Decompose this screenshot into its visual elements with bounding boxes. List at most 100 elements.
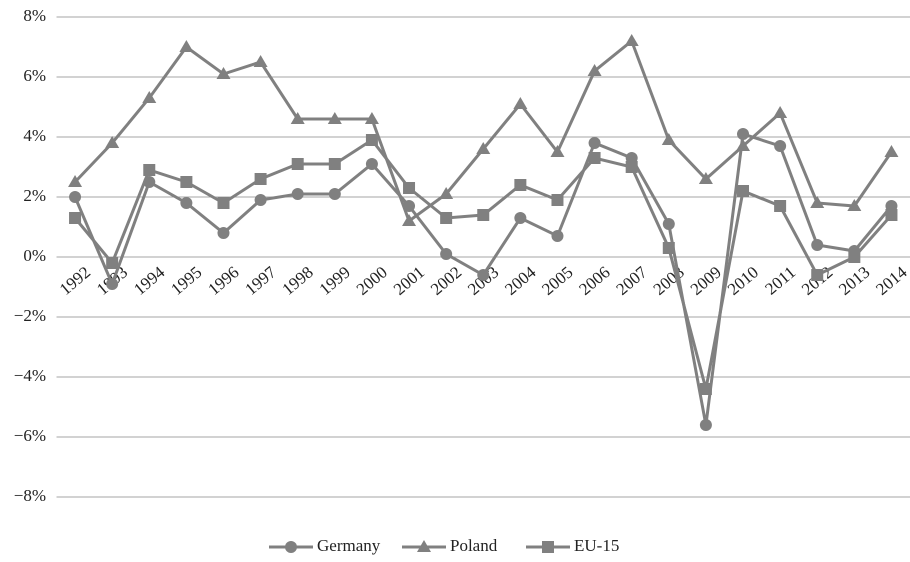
- data-point: [885, 209, 898, 221]
- y-tick-label: 2%: [23, 186, 46, 205]
- data-point: [217, 197, 230, 209]
- data-point: [699, 383, 712, 395]
- legend-item: EU-15: [526, 536, 619, 555]
- data-point: [180, 176, 193, 188]
- x-tick-label: 2014: [872, 262, 910, 299]
- data-point: [699, 419, 712, 431]
- y-tick-label: −2%: [14, 306, 46, 325]
- data-point: [69, 191, 82, 203]
- x-tick-label: 2001: [390, 263, 428, 299]
- data-point: [180, 197, 193, 209]
- data-point: [143, 176, 156, 188]
- data-point: [69, 212, 82, 224]
- data-point: [514, 179, 527, 191]
- data-point: [253, 55, 268, 67]
- data-point: [328, 158, 341, 170]
- data-point: [254, 194, 267, 206]
- data-point: [624, 34, 639, 46]
- data-point: [811, 269, 824, 281]
- data-point: [440, 212, 453, 224]
- series-line: [73, 137, 893, 390]
- data-point: [662, 218, 675, 230]
- data-point: [587, 64, 602, 76]
- legend-marker: [542, 541, 554, 553]
- data-point: [216, 67, 231, 79]
- x-tick-label: 2009: [687, 263, 725, 299]
- x-tick-label: 1997: [241, 262, 280, 299]
- x-tick-label: 1996: [204, 263, 242, 299]
- data-point: [661, 133, 676, 145]
- data-point: [736, 139, 751, 151]
- legend-item: Poland: [402, 536, 498, 555]
- data-point: [513, 97, 528, 109]
- data-point: [105, 136, 120, 148]
- legend-marker: [285, 541, 297, 553]
- x-tick-label: 2000: [353, 263, 391, 299]
- data-point: [550, 145, 565, 157]
- data-point: [773, 106, 788, 118]
- data-point: [106, 278, 119, 290]
- x-tick-label: 2013: [835, 263, 873, 299]
- y-tick-label: −8%: [14, 486, 46, 505]
- x-tick-label: 2005: [538, 263, 576, 299]
- data-point: [439, 187, 454, 199]
- data-point: [810, 196, 825, 208]
- data-point: [884, 145, 899, 157]
- data-point: [811, 239, 824, 251]
- data-point: [217, 227, 230, 239]
- x-tick-label: 2004: [501, 262, 540, 299]
- data-point: [291, 188, 304, 200]
- data-point: [477, 209, 490, 221]
- x-tick-label: 2011: [761, 263, 799, 299]
- data-point: [403, 182, 416, 194]
- x-tick-label: 2007: [613, 262, 652, 299]
- data-point: [106, 257, 119, 269]
- data-point: [365, 158, 378, 170]
- x-tick-label: 1994: [130, 262, 169, 299]
- y-tick-label: −4%: [14, 366, 46, 385]
- y-tick-label: −6%: [14, 426, 46, 445]
- data-point: [551, 230, 564, 242]
- x-tick-label: 1992: [56, 263, 94, 299]
- data-point: [328, 188, 341, 200]
- data-point: [402, 214, 417, 226]
- data-point: [847, 199, 862, 211]
- data-point: [291, 158, 304, 170]
- legend-marker: [417, 540, 431, 552]
- data-point: [290, 112, 305, 124]
- data-point: [698, 172, 713, 184]
- x-tick-label: 2006: [575, 263, 613, 299]
- data-point: [327, 112, 342, 124]
- data-point: [143, 164, 156, 176]
- data-point: [179, 40, 194, 52]
- data-point: [365, 134, 378, 146]
- data-point: [737, 185, 750, 197]
- data-point: [774, 200, 787, 212]
- x-tick-label: 2002: [427, 263, 465, 299]
- y-tick-label: 6%: [23, 66, 46, 85]
- data-point: [588, 152, 601, 164]
- data-point: [662, 242, 675, 254]
- y-tick-label: 4%: [23, 126, 46, 145]
- legend-label: Poland: [450, 536, 498, 555]
- legend-item: Germany: [269, 536, 381, 555]
- series-line: [73, 38, 893, 224]
- x-tick-label: 1998: [279, 263, 317, 299]
- data-point: [848, 251, 861, 263]
- data-point: [403, 200, 416, 212]
- x-tick-label: 1995: [167, 263, 205, 299]
- data-point: [625, 161, 638, 173]
- data-point: [364, 112, 379, 124]
- legend-label: Germany: [317, 536, 381, 555]
- legend-label: EU-15: [574, 536, 619, 555]
- data-point: [774, 140, 787, 152]
- data-point: [588, 137, 601, 149]
- x-tick-label: 1999: [316, 263, 354, 299]
- data-point: [514, 212, 527, 224]
- data-point: [68, 175, 83, 187]
- data-point: [551, 194, 564, 206]
- data-point: [737, 128, 750, 140]
- data-point: [477, 269, 490, 281]
- data-point: [254, 173, 267, 185]
